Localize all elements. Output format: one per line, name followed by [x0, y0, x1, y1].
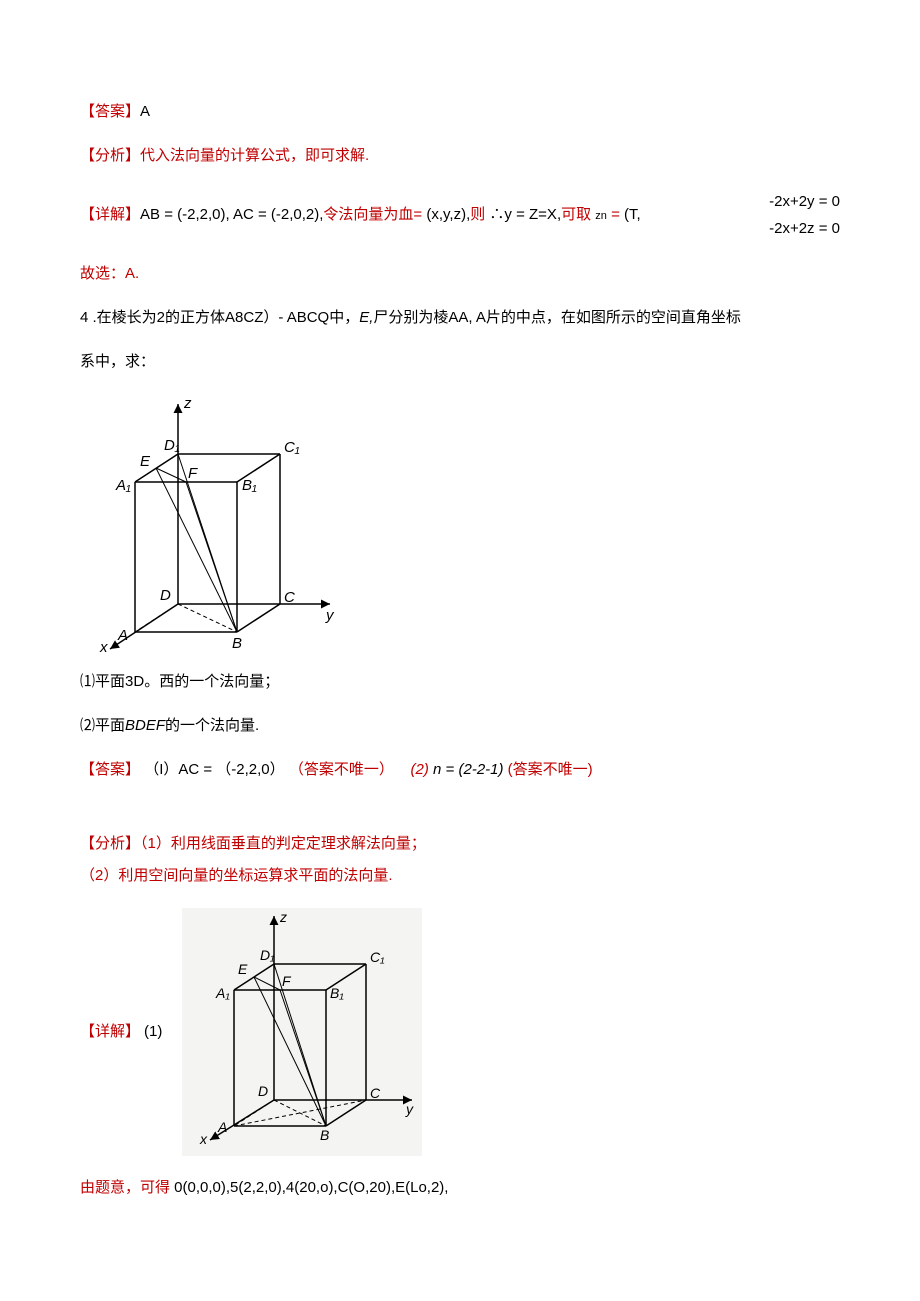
svg-text:D₁: D₁: [164, 437, 180, 454]
svg-text:D: D: [258, 1083, 268, 1099]
svg-text:z: z: [279, 909, 287, 925]
answer-letter: A: [140, 103, 150, 120]
analysis2-line2: （2）利用空间向量的坐标运算求平面的法向量.: [80, 864, 840, 888]
svg-text:C₁: C₁: [370, 949, 385, 965]
cube-diagram-1: z y x D₁ C₁ E F: [80, 394, 840, 662]
answer2-line: 【答案】 （I）AC = （-2,2,0） （答案不唯一） (2) n = (2…: [80, 758, 840, 782]
sub1-num: ⑴: [80, 673, 95, 690]
detail-text-c: (x,y,z),: [422, 206, 470, 223]
svg-text:D: D: [160, 587, 171, 604]
answer-label: 【答案】: [80, 103, 140, 120]
svg-text:C: C: [370, 1085, 381, 1101]
svg-text:y: y: [405, 1101, 414, 1117]
analysis2-label: 【分析】: [80, 835, 140, 852]
eq1: -2x+2y = 0: [769, 188, 840, 215]
detail2-label: 【详解】: [80, 1023, 140, 1040]
detail2-row: 【详解】(1) z y x: [80, 908, 840, 1156]
sub2-text-c: 的一个法向量.: [165, 717, 259, 734]
svg-text:x: x: [199, 1131, 208, 1147]
svg-text:F: F: [188, 465, 198, 482]
svg-text:B: B: [320, 1127, 329, 1143]
answer2-p2-val: n = (2-2-1): [433, 761, 503, 778]
analysis2-text1: （1）利用线面垂直的判定定理求解法向量；: [140, 835, 426, 852]
detail2-num: (1): [144, 1023, 162, 1040]
svg-text:A: A: [117, 627, 128, 644]
svg-text:B: B: [232, 635, 242, 652]
eq2: -2x+2z = 0: [769, 215, 840, 242]
svg-text:A: A: [217, 1119, 227, 1135]
detail-text-f: 可取: [561, 206, 595, 223]
answer-line: 【答案】A: [80, 100, 840, 124]
svg-text:C₁: C₁: [284, 439, 300, 456]
analysis-text: 代入法向量的计算公式，即可求解.: [140, 147, 369, 164]
sub1-text: 平面3D。西的一个法向量；: [95, 673, 279, 690]
answer2-label: 【答案】: [80, 761, 140, 778]
detail-line-1: 【详解】AB = (-2,2,0), AC = (-2,0,2),令法向量为血=…: [80, 188, 840, 242]
detail-text-b: 令法向量为血=: [323, 206, 422, 223]
svg-text:A₁: A₁: [215, 985, 230, 1001]
sub2-text-a: 平面: [95, 717, 125, 734]
therefore-label: 故选：: [80, 265, 125, 282]
svg-text:z: z: [183, 395, 192, 412]
detail2-text-line: 由题意，可得 0(0,0,0),5(2,2,0),4(20,o),C(O,20)…: [80, 1176, 840, 1200]
detail-text-g: zn: [595, 210, 607, 222]
answer2-p1-val: AC = （-2,2,0）: [178, 761, 284, 778]
cube-diagram-2: z y x D: [182, 908, 422, 1156]
svg-text:x: x: [99, 639, 108, 654]
subq-1: ⑴平面3D。西的一个法向量；: [80, 670, 840, 694]
subq-2: ⑵平面BDEF的一个法向量.: [80, 714, 840, 738]
svg-text:F: F: [282, 973, 292, 989]
analysis2-line1: 【分析】（1）利用线面垂直的判定定理求解法向量；: [80, 832, 840, 856]
detail-text-a: AB = (-2,2,0), AC = (-2,0,2),: [140, 206, 323, 223]
svg-text:E: E: [140, 453, 151, 470]
svg-text:y: y: [325, 607, 335, 624]
detail-label: 【详解】: [80, 206, 140, 223]
svg-text:C: C: [284, 589, 295, 606]
q4-text2: 尸分别为棱AA, A片的中点，在如图所示的空间直角坐标: [373, 309, 741, 326]
answer2-p1-note: （答案不唯一）: [289, 761, 394, 778]
answer2-p2-label: (2): [411, 761, 429, 778]
analysis-line: 【分析】代入法向量的计算公式，即可求解.: [80, 144, 840, 168]
q4-stem-2: 系中，求：: [80, 350, 840, 374]
sub2-num: ⑵: [80, 717, 95, 734]
answer2-p2-note: (答案不唯一): [508, 761, 593, 778]
equation-block: -2x+2y = 0 -2x+2z = 0: [769, 188, 840, 242]
q4-text3: 系中，求：: [80, 353, 155, 370]
svg-text:A₁: A₁: [115, 477, 131, 494]
q4-stem-1: 4 .在棱长为2的正方体A8CZ）- ABCQ中，E,尸分别为棱AA, A片的中…: [80, 306, 840, 330]
svg-text:B₁: B₁: [330, 985, 344, 1001]
svg-text:B₁: B₁: [242, 477, 257, 494]
q4-text1: .在棱长为2的正方体A8CZ）- ABCQ中，: [88, 309, 359, 326]
svg-text:D₁: D₁: [260, 947, 275, 963]
detail-text-i: (T,: [624, 206, 641, 223]
svg-text:E: E: [238, 961, 248, 977]
detail2-text-label: 由题意，可得: [80, 1179, 170, 1196]
therefore-letter: A.: [125, 265, 139, 282]
q4-ef: E,: [359, 309, 373, 326]
therefore-line: 故选：A.: [80, 262, 840, 286]
detail-text-h: =: [607, 206, 624, 223]
analysis2-text2: （2）利用空间向量的坐标运算求平面的法向量.: [80, 867, 393, 884]
analysis-label: 【分析】: [80, 147, 140, 164]
detail-text-d: 则: [470, 206, 485, 223]
sub2-text-b: BDEF: [125, 717, 165, 734]
detail-text-e: ∴y = Z=X,: [485, 206, 561, 223]
detail2-text-body: 0(0,0,0),5(2,2,0),4(20,o),C(O,20),E(Lo,2…: [170, 1179, 448, 1196]
answer2-p1-label: （I）: [144, 761, 178, 778]
